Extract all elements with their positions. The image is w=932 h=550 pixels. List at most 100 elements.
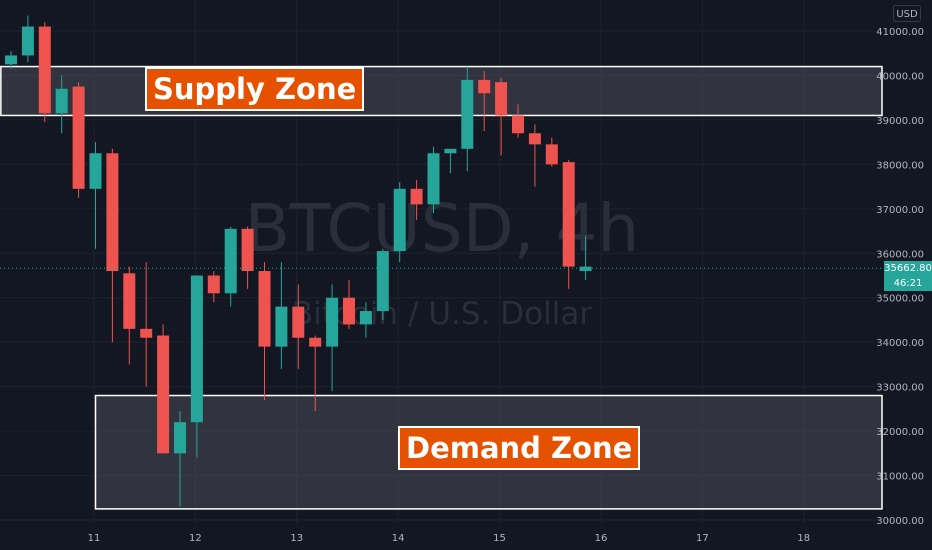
candle-up bbox=[359, 302, 372, 338]
candle-down bbox=[106, 148, 119, 343]
candle-down bbox=[343, 279, 355, 329]
candle-down bbox=[410, 179, 423, 220]
candle-up bbox=[427, 146, 440, 214]
candle-body bbox=[444, 148, 457, 154]
candle-down bbox=[545, 137, 558, 167]
current-price-tag: 35662.80 bbox=[884, 261, 932, 276]
currency-unit-badge[interactable]: USD bbox=[893, 5, 921, 22]
candle-up bbox=[55, 75, 68, 134]
candle-up bbox=[579, 235, 592, 280]
supply-zone-label[interactable]: Supply Zone bbox=[145, 67, 365, 111]
y-tick-label: 33000.00 bbox=[876, 383, 924, 394]
candle-body bbox=[359, 311, 372, 325]
candle-body bbox=[21, 26, 34, 56]
candle-down bbox=[140, 262, 153, 387]
candle-down bbox=[72, 82, 85, 198]
candle-body bbox=[292, 306, 305, 338]
candle-body bbox=[562, 162, 575, 267]
candle-body bbox=[190, 275, 203, 423]
candle-down bbox=[38, 22, 51, 123]
candle-body bbox=[579, 266, 592, 272]
candle-up bbox=[461, 66, 474, 172]
candle-body bbox=[528, 133, 541, 145]
candle-up bbox=[444, 148, 457, 174]
candles bbox=[5, 15, 592, 507]
y-tick-label: 40000.00 bbox=[876, 71, 924, 82]
demand-zone-label[interactable]: Demand Zone bbox=[398, 426, 641, 470]
candle-up bbox=[393, 182, 406, 263]
x-tick-label: 17 bbox=[696, 533, 709, 544]
y-tick-label: 38000.00 bbox=[876, 160, 924, 171]
y-tick-label: 41000.00 bbox=[876, 27, 924, 38]
candle-up bbox=[190, 275, 203, 458]
supply-zone bbox=[0, 65, 883, 117]
candle-body bbox=[495, 82, 508, 116]
candle-body bbox=[55, 88, 68, 114]
candle-body bbox=[376, 251, 389, 312]
candle-body bbox=[478, 79, 491, 94]
y-tick-label: 37000.00 bbox=[876, 205, 924, 216]
watermark-description: Bitcoin / U.S. Dollar bbox=[292, 296, 592, 332]
candle-body bbox=[106, 153, 119, 272]
candle-body bbox=[461, 79, 474, 149]
candle-body bbox=[545, 144, 558, 165]
candle-down bbox=[157, 324, 170, 454]
candle-body bbox=[140, 328, 153, 338]
candle-up bbox=[224, 226, 237, 307]
candle-body bbox=[157, 335, 170, 454]
candle-down bbox=[495, 77, 508, 156]
y-tick-label: 39000.00 bbox=[876, 116, 924, 127]
watermark-symbol: BTCUSD, 4h bbox=[245, 190, 640, 267]
candle-down bbox=[478, 71, 491, 132]
price-axis[interactable]: 41000.00 40000.00 39000.00 38000.00 37000.00… bbox=[876, 27, 924, 527]
candle-body bbox=[72, 86, 85, 189]
y-tick-label: 30000.00 bbox=[876, 516, 924, 527]
candle-up bbox=[89, 142, 102, 249]
x-tick-label: 18 bbox=[797, 533, 810, 544]
candle-body bbox=[123, 273, 136, 329]
x-tick-label: 12 bbox=[189, 533, 202, 544]
candle-down bbox=[123, 266, 136, 365]
candle-up bbox=[21, 15, 34, 63]
candle-body bbox=[326, 297, 339, 347]
y-tick-label: 32000.00 bbox=[876, 427, 924, 438]
candle-body bbox=[258, 271, 271, 347]
time-axis[interactable]: 11 12 13 14 15 16 17 18 bbox=[88, 533, 811, 544]
candle-up bbox=[174, 411, 186, 507]
candle-body bbox=[5, 55, 17, 65]
y-tick-label: 31000.00 bbox=[876, 472, 924, 483]
candle-down bbox=[241, 226, 254, 289]
candle-body bbox=[393, 188, 406, 252]
candle-down bbox=[309, 335, 322, 412]
candle-body bbox=[89, 153, 102, 189]
candle-body bbox=[309, 337, 322, 347]
candle-down bbox=[258, 262, 271, 400]
candle-body bbox=[174, 422, 186, 454]
bar-countdown-tag: 46:21 bbox=[884, 276, 932, 291]
candle-down bbox=[562, 159, 575, 289]
candle-up bbox=[275, 262, 288, 369]
x-tick-label: 15 bbox=[493, 533, 506, 544]
x-tick-label: 14 bbox=[392, 533, 405, 544]
y-tick-label: 34000.00 bbox=[876, 338, 924, 349]
candle-down bbox=[512, 104, 524, 138]
candle-body bbox=[224, 228, 237, 294]
candle-body bbox=[38, 26, 51, 114]
candle-body bbox=[275, 306, 288, 347]
candle-body bbox=[241, 228, 254, 272]
candle-down bbox=[292, 284, 305, 369]
candle-down bbox=[528, 124, 541, 187]
y-tick-label: 35000.00 bbox=[876, 294, 924, 305]
x-tick-label: 13 bbox=[290, 533, 303, 544]
candle-down bbox=[207, 271, 220, 303]
candle-up bbox=[326, 284, 339, 392]
x-tick-label: 16 bbox=[595, 533, 608, 544]
candle-body bbox=[207, 275, 220, 294]
candle-body bbox=[343, 297, 355, 325]
candle-up bbox=[5, 51, 17, 69]
candle-body bbox=[427, 153, 440, 205]
x-tick-label: 11 bbox=[88, 533, 101, 544]
candle-up bbox=[376, 248, 389, 320]
y-tick-label: 36000.00 bbox=[876, 249, 924, 260]
candle-body bbox=[512, 115, 524, 134]
